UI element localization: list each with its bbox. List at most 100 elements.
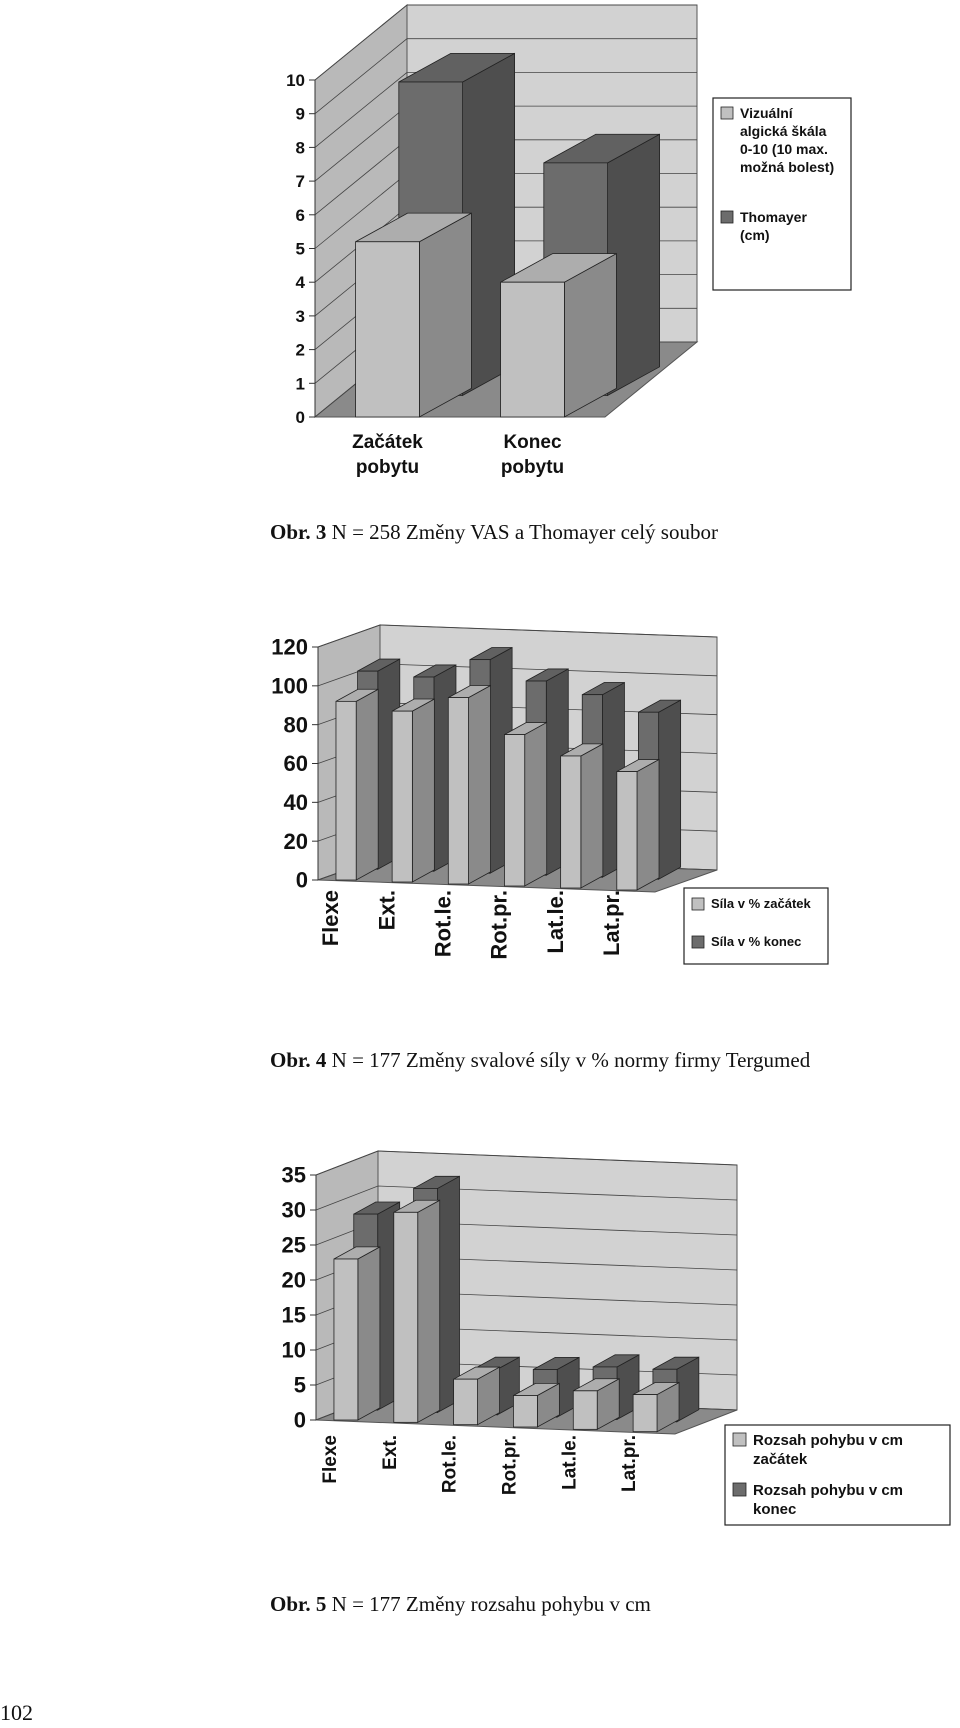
bar-side-Rozsah pohybu v cm začátek: [417, 1199, 441, 1424]
bar-Začátek pobytu-Vizuální algická škála 0-10 (10 max. možná bolest): [355, 241, 420, 418]
gridline: [315, 1150, 738, 1176]
chart-range-of-motion: 0 5 10 15 20 25 30 35 Flexe Ext. Rot.le. Rot.pr. Lat…: [282, 1150, 951, 1526]
caption-label: Obr. 3: [270, 520, 327, 544]
bar-side-Vizuální algická škála 0-10 (10 max. možná bolest): [418, 212, 472, 418]
x-category-label: Lat.pr.: [619, 1435, 640, 1492]
x-category-label: Flexe: [320, 1435, 341, 1484]
gridline: [314, 38, 697, 115]
x-category-label: Ext.: [380, 1435, 401, 1470]
gridline: [315, 1185, 738, 1211]
y-tick-label: 2: [296, 341, 305, 360]
legend-box: [724, 1424, 951, 1526]
y-tick-label: 100: [271, 674, 308, 699]
gridline: [317, 624, 718, 648]
legend-box: [712, 97, 852, 291]
y-tick-label: 40: [284, 790, 308, 815]
bar-Konec pobytu-Vizuální algická škála 0-10 (10 max. možná bolest): [500, 281, 565, 418]
y-tick-label: 5: [294, 1373, 306, 1398]
figure-caption-3: Obr. 3 N = 258 Změny VAS a Thomayer celý…: [270, 520, 718, 545]
y-tick-label: 7: [296, 172, 305, 191]
legend-label: (cm): [740, 227, 770, 243]
caption-text: N = 177 Změny rozsahu pohybu v cm: [331, 1592, 651, 1616]
x-category-label: Začátek: [352, 432, 423, 453]
y-tick-label: 5: [296, 239, 305, 258]
y-tick-label: 120: [271, 635, 308, 660]
legend-swatch: [720, 106, 734, 120]
y-tick-label: 8: [296, 138, 305, 157]
bar-Ext.-Síla v % začátek: [391, 710, 413, 883]
bar-Flexe-Rozsah pohybu v cm začátek: [333, 1258, 359, 1421]
legend-label: Síla v % začátek: [711, 896, 811, 911]
legend-label: Rozsah pohybu v cm: [753, 1432, 903, 1449]
gridline: [314, 4, 697, 81]
legend-label: Thomayer: [740, 209, 807, 225]
legend-label: začátek: [753, 1451, 808, 1468]
y-tick-label: 10: [286, 71, 305, 90]
caption-text: N = 258 Změny VAS a Thomayer celý soubor: [331, 520, 718, 544]
x-category-label: pobytu: [356, 457, 419, 478]
legend-label: 0-10 (10 max.: [740, 141, 828, 157]
bar-Lat.pr.-Síla v % začátek: [616, 771, 638, 891]
caption-text: N = 177 Změny svalové síly v % normy fir…: [331, 1048, 811, 1072]
bar-Lat.pr.-Rozsah pohybu v cm začátek: [632, 1394, 658, 1433]
legend-swatch: [732, 1432, 747, 1447]
bar-Rot.pr.-Síla v % začátek: [504, 734, 526, 887]
caption-label: Obr. 5: [270, 1592, 327, 1616]
legend-box: [683, 887, 829, 965]
bar-side-Síla v % začátek: [580, 743, 604, 889]
bar-side-Síla v % začátek: [636, 758, 660, 891]
y-tick-label: 25: [282, 1233, 306, 1258]
y-tick-label: 10: [282, 1338, 306, 1363]
y-tick-label: 20: [284, 829, 308, 854]
bar-side-Síla v % začátek: [468, 684, 491, 885]
legend-swatch: [720, 210, 734, 224]
bar-side-Síla v % konec: [658, 699, 682, 880]
y-tick-label: 80: [284, 712, 308, 737]
legend-label: Rozsah pohybu v cm: [753, 1482, 903, 1499]
legend-swatch: [691, 897, 705, 911]
x-category-label: pobytu: [501, 457, 564, 478]
x-category-label: Rot.le.: [440, 1435, 461, 1493]
figure-caption-4: Obr. 4 N = 177 Změny svalové síly v % no…: [270, 1048, 810, 1073]
y-tick-label: 15: [282, 1303, 306, 1328]
x-category-label: Lat.le.: [559, 1435, 580, 1490]
x-category-label: Flexe: [318, 890, 343, 946]
gridline: [314, 72, 697, 148]
x-category-label: Rot.pr.: [499, 1435, 520, 1495]
chart-muscle-strength: 0 20 40 60 80 100 120 Flexe Ext. Rot.le. Rot.pr. La…: [271, 624, 829, 965]
bar-Lat.le.-Rozsah pohybu v cm začátek: [572, 1390, 598, 1430]
x-category-label: Lat.pr.: [599, 890, 624, 956]
bar-Lat.le.-Síla v % začátek: [560, 755, 582, 889]
y-tick-label: 20: [282, 1268, 306, 1293]
bar-Rot.pr.-Rozsah pohybu v cm začátek: [513, 1395, 538, 1428]
bar-side-Síla v % začátek: [355, 688, 379, 881]
y-tick-label: 9: [296, 105, 305, 124]
legend-label: algická škála: [740, 123, 827, 139]
bar-Rot.le.-Síla v % začátek: [447, 697, 469, 885]
bar-side-Rozsah pohybu v cm začátek: [357, 1246, 381, 1421]
y-tick-label: 4: [296, 273, 306, 292]
legend-label: možná bolest): [740, 159, 834, 175]
chart-vas-thomayer: 0 1 2 3 4 5 6 7 8 9 10 Začátek pobytu Konec pobytu Vizu…: [286, 3, 852, 478]
y-tick-label: 0: [294, 1408, 306, 1433]
bar-side-Rozsah pohybu v cm konec: [437, 1175, 460, 1414]
y-tick-label: 1: [296, 374, 305, 393]
figure-caption-5: Obr. 5 N = 177 Změny rozsahu pohybu v cm: [270, 1592, 651, 1617]
legend-label: Vizuální: [740, 105, 794, 121]
y-tick-label: 3: [296, 307, 305, 326]
bar-side-Síla v % začátek: [524, 721, 548, 887]
page-number: 102: [0, 1700, 33, 1725]
y-tick-label: 6: [296, 206, 305, 225]
bar-Ext.-Rozsah pohybu v cm začátek: [393, 1211, 419, 1423]
legend-swatch: [691, 935, 705, 949]
bar-side-Síla v % začátek: [411, 698, 435, 883]
legend-label: Síla v % konec: [711, 934, 801, 949]
y-tick-label: 60: [284, 751, 308, 776]
x-category-label: Konec: [503, 432, 562, 453]
bar-Rot.le.-Rozsah pohybu v cm začátek: [453, 1378, 478, 1426]
legend-label: konec: [753, 1501, 796, 1518]
x-category-label: Rot.le.: [430, 890, 455, 957]
y-tick-label: 0: [296, 868, 308, 893]
y-tick-label: 35: [282, 1163, 306, 1188]
x-category-label: Rot.pr.: [487, 890, 512, 960]
